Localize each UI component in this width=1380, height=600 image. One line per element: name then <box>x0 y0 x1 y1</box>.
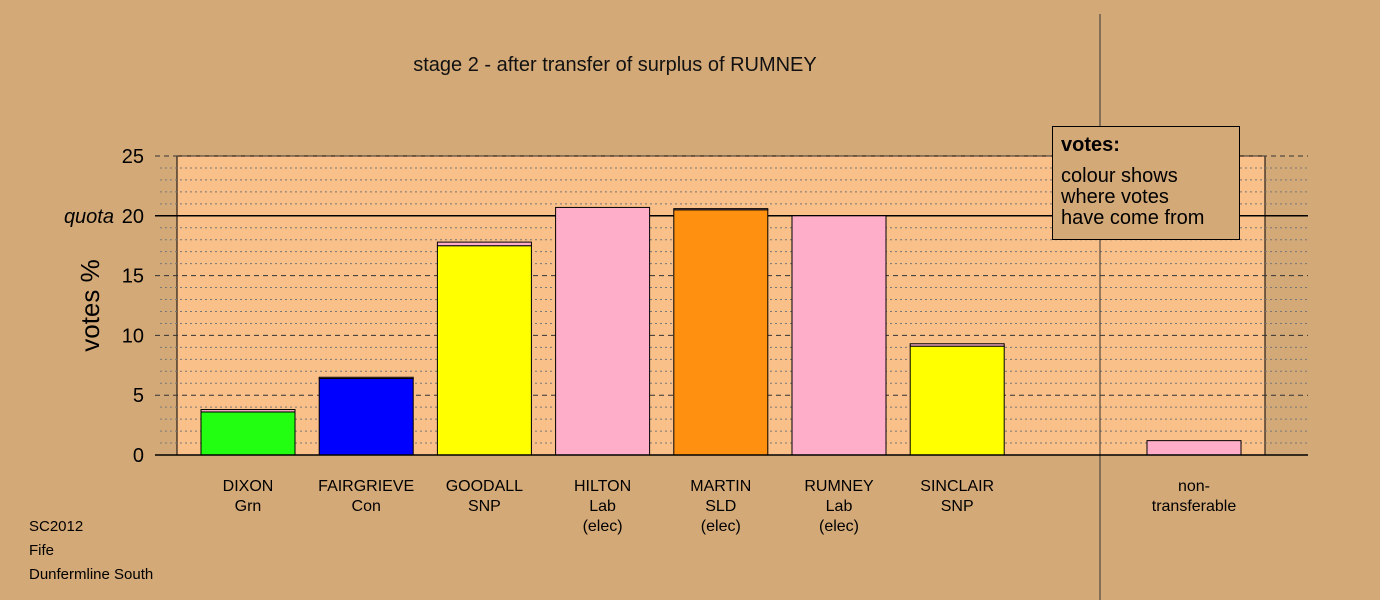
y-tick-label: 20 <box>122 206 144 228</box>
candidate-label: Grn <box>235 498 262 515</box>
bar-goodall-segment <box>436 241 532 247</box>
candidate-label: (elec) <box>701 518 741 535</box>
bar-dixon-segment <box>200 409 296 413</box>
bar-nontransferable-segment <box>1146 440 1242 456</box>
bar-rumney-segment <box>791 215 887 456</box>
candidate-label: Con <box>352 498 381 515</box>
candidate-label: SINCLAIR <box>920 478 994 495</box>
chart-title: stage 2 - after transfer of surplus of R… <box>413 54 817 76</box>
y-tick-label: 25 <box>122 146 144 168</box>
legend-heading: votes: <box>1061 134 1120 156</box>
candidate-label: SNP <box>468 498 501 515</box>
candidate-label: MARTIN <box>690 478 751 495</box>
candidate-label: Lab <box>826 498 853 515</box>
candidate-label: SNP <box>941 498 974 515</box>
legend-line: where votes <box>1061 186 1169 208</box>
quota-label: quota <box>64 206 114 228</box>
candidate-label: (elec) <box>819 518 859 535</box>
y-axis-label: votes % <box>75 259 105 352</box>
y-tick-label: 10 <box>122 325 144 347</box>
footer-code: SC2012 <box>29 518 84 535</box>
bar-goodall-segment <box>436 245 532 456</box>
footer-ward: Dunfermline South <box>29 566 154 583</box>
bar-fairgrieve-segment <box>318 376 414 379</box>
candidate-label: RUMNEY <box>804 478 874 495</box>
candidate-label: Lab <box>589 498 616 515</box>
bar-sinclair-segment <box>909 345 1005 456</box>
candidate-label: HILTON <box>574 478 631 495</box>
candidate-label: (elec) <box>583 518 623 535</box>
candidate-label: DIXON <box>223 478 274 495</box>
y-tick-label: 0 <box>133 445 144 467</box>
candidate-label: FAIRGRIEVE <box>318 478 414 495</box>
candidate-label: SLD <box>705 498 736 515</box>
bar-dixon-segment <box>200 411 296 456</box>
nontransferable-label: non- <box>1178 478 1210 495</box>
legend-line: colour shows <box>1061 165 1178 187</box>
bar-sinclair-segment <box>909 343 1005 347</box>
bar-fairgrieve-segment <box>318 377 414 456</box>
footer-council: Fife <box>29 542 55 559</box>
y-tick-label: 15 <box>122 266 144 288</box>
legend-box: votes: colour shows where votes have com… <box>1052 126 1240 240</box>
nontransferable-label: transferable <box>1152 498 1237 515</box>
y-tick-label: 5 <box>133 385 144 407</box>
legend-line: have come from <box>1061 207 1205 229</box>
bar-martin-segment <box>673 208 769 211</box>
candidate-label: GOODALL <box>446 478 523 495</box>
bar-hilton-segment <box>555 206 651 456</box>
bar-martin-segment <box>673 209 769 456</box>
